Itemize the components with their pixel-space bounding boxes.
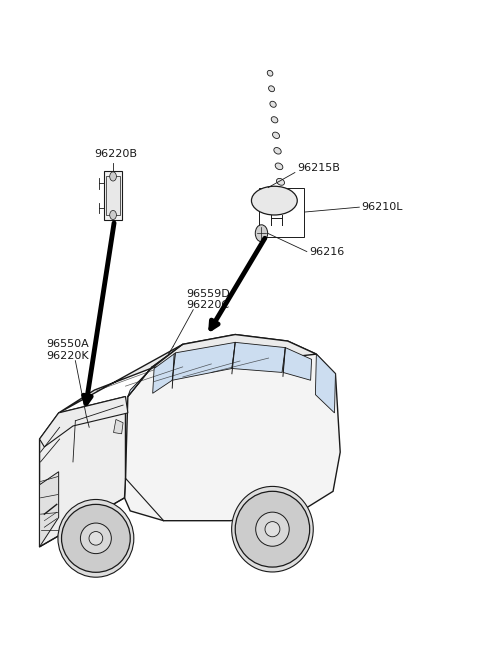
Polygon shape (39, 397, 125, 547)
Ellipse shape (278, 194, 286, 201)
Text: 96220K: 96220K (47, 351, 89, 361)
Bar (259, 188, 304, 237)
Circle shape (110, 211, 116, 220)
Bar (104, 171, 122, 220)
Ellipse shape (89, 531, 103, 545)
Bar (107, 176, 120, 215)
Text: 96559D: 96559D (187, 289, 230, 298)
Ellipse shape (232, 486, 313, 572)
Polygon shape (59, 335, 316, 413)
Ellipse shape (273, 132, 279, 138)
Text: 96216: 96216 (309, 247, 345, 256)
Ellipse shape (270, 101, 276, 108)
Ellipse shape (256, 512, 289, 546)
Ellipse shape (265, 522, 280, 537)
Polygon shape (39, 472, 59, 547)
Circle shape (110, 172, 116, 181)
Ellipse shape (271, 117, 278, 123)
Text: 96210L: 96210L (362, 202, 403, 212)
Ellipse shape (252, 186, 297, 215)
Ellipse shape (58, 499, 134, 577)
Text: 96220B: 96220B (95, 150, 137, 159)
Polygon shape (172, 342, 235, 380)
Ellipse shape (274, 148, 281, 154)
Ellipse shape (267, 70, 273, 76)
Text: 96215B: 96215B (297, 163, 340, 173)
Polygon shape (153, 353, 176, 394)
Ellipse shape (235, 491, 310, 567)
Polygon shape (39, 397, 128, 447)
Ellipse shape (269, 86, 275, 92)
Polygon shape (232, 342, 285, 373)
Polygon shape (124, 335, 340, 521)
Polygon shape (315, 354, 336, 413)
Text: 96550A: 96550A (47, 339, 89, 349)
Ellipse shape (81, 523, 111, 554)
Ellipse shape (276, 178, 285, 185)
Polygon shape (114, 419, 123, 434)
Polygon shape (128, 344, 183, 397)
Ellipse shape (275, 163, 283, 170)
Ellipse shape (61, 504, 130, 572)
Polygon shape (283, 348, 312, 380)
Text: 96220C: 96220C (187, 300, 229, 310)
Circle shape (255, 225, 268, 242)
